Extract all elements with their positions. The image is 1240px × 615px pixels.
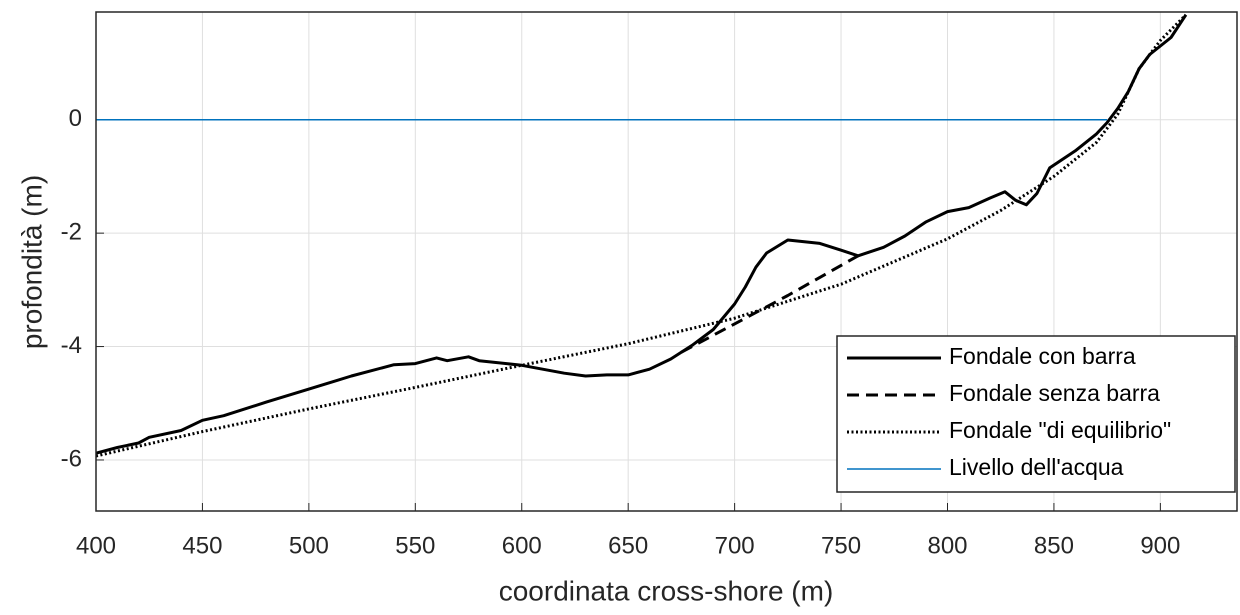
x-tick-label: 750: [821, 532, 861, 559]
x-tick-label: 700: [715, 532, 755, 559]
x-tick-label: 600: [502, 532, 542, 559]
x-tick-label: 450: [182, 532, 222, 559]
data-line: [95, 13, 1188, 455]
y-axis-label: profondità (m): [16, 175, 47, 349]
y-tick-label: -2: [61, 218, 82, 245]
y-tick-label: -4: [61, 332, 82, 359]
x-tick-label: 800: [927, 532, 967, 559]
x-tick-label: 650: [608, 532, 648, 559]
plot-frame: [95, 11, 1238, 512]
x-tick-label: 500: [289, 532, 329, 559]
x-tick-label: 850: [1034, 532, 1074, 559]
x-tick-label: 900: [1140, 532, 1180, 559]
legend-label: Livello dell'acqua: [949, 454, 1124, 480]
legend-label: Fondale "di equilibrio": [949, 417, 1171, 443]
x-axis-label: coordinata cross-shore (m): [499, 575, 834, 606]
data-line: [680, 254, 859, 354]
x-tick-label: 400: [76, 532, 116, 559]
y-tick-label: 0: [69, 105, 82, 132]
legend-label: Fondale senza barra: [949, 380, 1160, 406]
legend-label: Fondale con barra: [949, 343, 1136, 369]
legend-box: [836, 335, 1236, 493]
y-tick-label: -6: [61, 445, 82, 472]
x-tick-label: 550: [395, 532, 435, 559]
